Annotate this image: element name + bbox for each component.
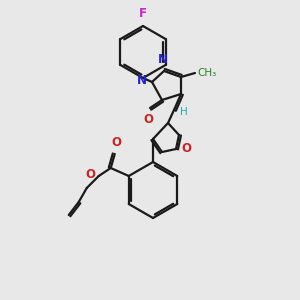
Text: F: F bbox=[139, 7, 147, 20]
Text: CH₃: CH₃ bbox=[197, 68, 216, 78]
Text: N: N bbox=[158, 53, 168, 66]
Text: N: N bbox=[137, 74, 147, 88]
Text: O: O bbox=[112, 136, 122, 149]
Text: O: O bbox=[143, 113, 153, 126]
Text: O: O bbox=[86, 167, 96, 181]
Text: H: H bbox=[180, 107, 188, 117]
Text: O: O bbox=[181, 142, 191, 155]
